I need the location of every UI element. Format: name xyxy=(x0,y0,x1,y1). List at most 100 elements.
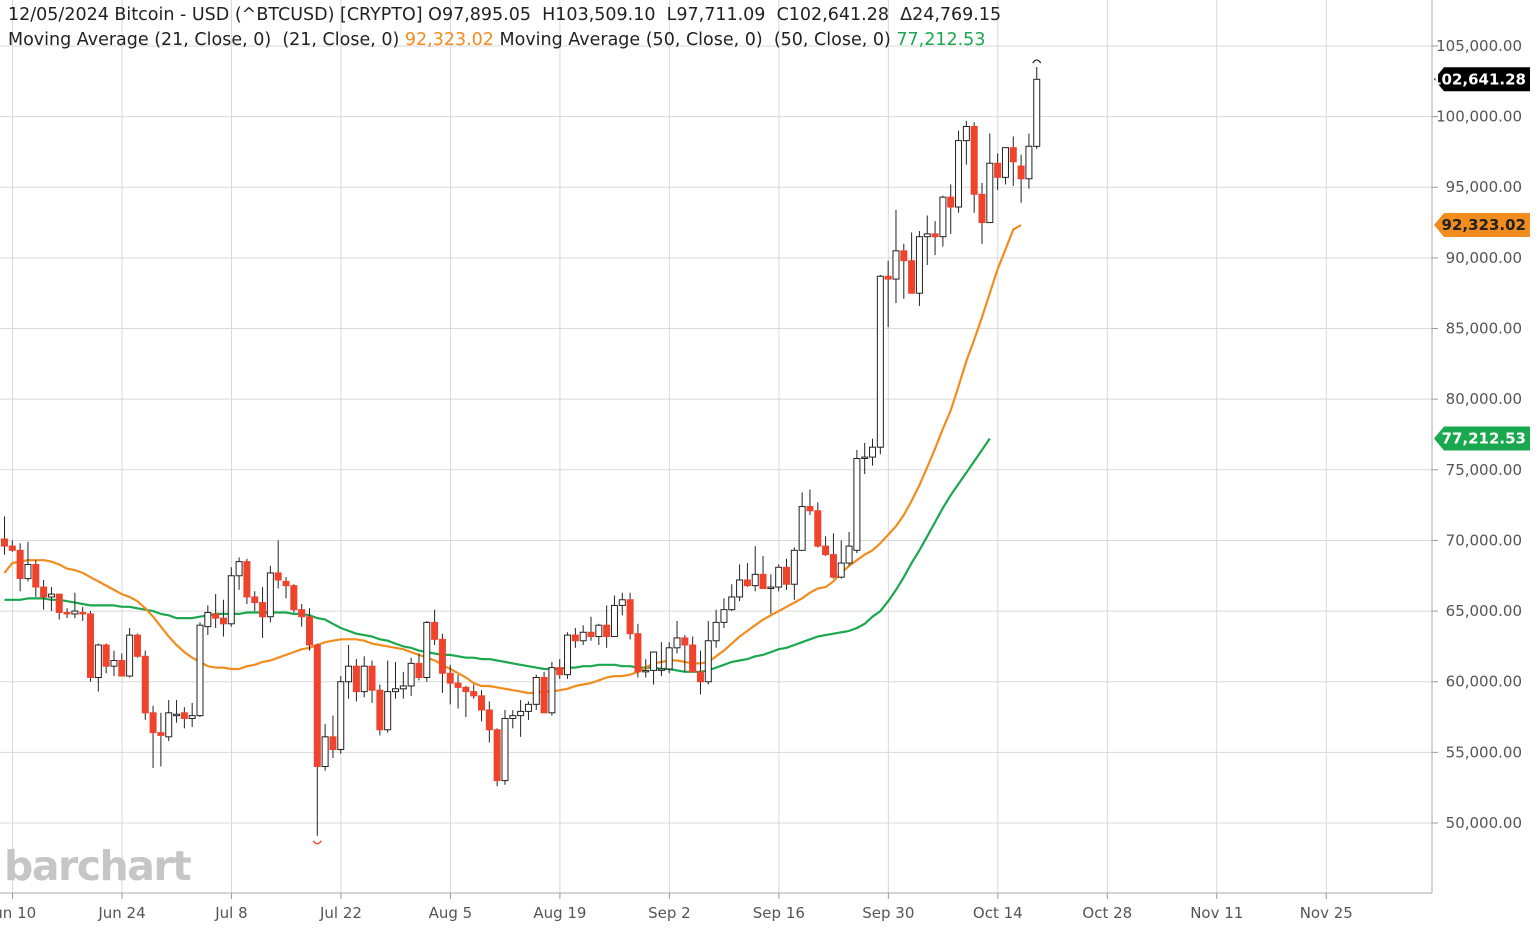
ma50-legend-value: 77,212.53 xyxy=(896,30,986,50)
ma21-legend-label: Moving Average (21, Close, 0) (21, Close… xyxy=(8,30,405,50)
candle xyxy=(40,579,48,610)
candle xyxy=(345,644,353,699)
candle xyxy=(610,595,618,638)
candle-body xyxy=(337,681,345,751)
candle xyxy=(32,560,40,597)
candle xyxy=(861,442,869,475)
candle xyxy=(579,625,587,645)
y-axis: 50,000.00 55,000.00 60,000.00 65,000.00 70,0… xyxy=(1431,0,1522,893)
y-tick-label: 50,000.00 xyxy=(1446,814,1522,832)
candle-body xyxy=(1017,165,1025,180)
candle xyxy=(759,555,767,589)
candle-body xyxy=(962,125,970,142)
candle-body xyxy=(133,634,141,657)
x-tick-label: Jul 22 xyxy=(319,904,362,922)
candle xyxy=(376,684,384,736)
candle xyxy=(102,643,110,674)
price-badges: 102,641.28 92,323.02 77,212.53 xyxy=(1431,67,1530,451)
candle-body xyxy=(704,640,712,683)
candle-body xyxy=(861,456,869,459)
candle xyxy=(274,540,282,589)
candle-body xyxy=(1001,147,1009,178)
candle xyxy=(869,438,877,466)
candle-body xyxy=(493,729,501,782)
candle-body xyxy=(180,712,188,719)
candle xyxy=(845,531,853,566)
candle xyxy=(478,690,486,722)
candle-body xyxy=(681,637,689,646)
candle-body xyxy=(657,668,665,671)
candle xyxy=(298,604,306,627)
candle-body xyxy=(40,586,48,598)
candle-body xyxy=(915,236,923,294)
candle xyxy=(665,642,673,674)
x-axis: Jun 10 Jun 24 Jul 8 Jul 22 Aug 5 Aug 19 Sep 2 S… xyxy=(0,892,1432,922)
candle-body xyxy=(775,566,783,588)
candle xyxy=(564,632,572,679)
candle xyxy=(493,728,501,787)
high-marker xyxy=(1032,59,1042,64)
candle xyxy=(321,724,329,771)
chart-grid xyxy=(0,0,1432,893)
candle-body xyxy=(986,162,994,224)
candle xyxy=(657,642,665,677)
chart-header-ohlc: 12/05/2024 Bitcoin - USD (^BTCUSD) [CRYP… xyxy=(8,5,1002,25)
candle xyxy=(634,623,642,678)
candle-body xyxy=(767,586,775,589)
candle-body xyxy=(728,596,736,611)
candles-layer xyxy=(1,59,1042,845)
candle xyxy=(79,606,87,621)
candle xyxy=(251,591,259,612)
candle-body xyxy=(939,196,947,238)
candle-body xyxy=(485,709,493,731)
candle xyxy=(673,620,681,654)
x-tick-label: Jun 10 xyxy=(0,904,36,922)
barchart-logo: barchart xyxy=(4,842,192,890)
candle xyxy=(994,153,1002,191)
candle-body xyxy=(853,457,861,551)
candle xyxy=(829,533,837,579)
candle-body xyxy=(501,717,509,782)
last-price-badge-shape xyxy=(1434,67,1530,92)
candle xyxy=(1017,154,1025,203)
candle xyxy=(501,709,509,785)
candle-body xyxy=(626,599,634,635)
candle xyxy=(407,657,415,696)
candle xyxy=(266,565,274,623)
candle-body xyxy=(720,609,728,623)
x-tick-label: Sep 2 xyxy=(648,904,691,922)
y-tick-label: 55,000.00 xyxy=(1446,743,1522,761)
candle xyxy=(165,700,173,742)
candle-body xyxy=(947,196,955,208)
candle-body xyxy=(110,660,118,667)
candle xyxy=(94,643,102,692)
candle xyxy=(814,502,822,548)
ma21-badge: 92,323.02 xyxy=(1434,213,1530,238)
candle xyxy=(650,651,658,685)
candle-body xyxy=(517,710,525,717)
candle xyxy=(915,231,923,306)
candle-body xyxy=(790,549,798,585)
y-tick-label: 100,000.00 xyxy=(1436,108,1522,126)
candle-body xyxy=(955,140,963,208)
candle-body xyxy=(845,545,853,564)
candle xyxy=(431,609,439,645)
candle-body xyxy=(305,616,313,646)
candle-body xyxy=(798,506,806,551)
candle xyxy=(892,209,900,304)
candle-body xyxy=(540,676,548,714)
candle xyxy=(446,664,454,705)
candle xyxy=(329,715,337,759)
candle xyxy=(931,221,939,256)
candle-body xyxy=(55,593,63,613)
y-tick-label: 65,000.00 xyxy=(1446,602,1522,620)
ma21-line xyxy=(3,224,1022,695)
candle-body xyxy=(321,736,329,767)
candle-body xyxy=(837,562,845,578)
candle-body xyxy=(345,665,353,683)
candle xyxy=(1,516,8,555)
candle-body xyxy=(204,611,212,628)
ma50-badge-text: 77,212.53 xyxy=(1442,430,1526,448)
candle xyxy=(1009,136,1017,186)
